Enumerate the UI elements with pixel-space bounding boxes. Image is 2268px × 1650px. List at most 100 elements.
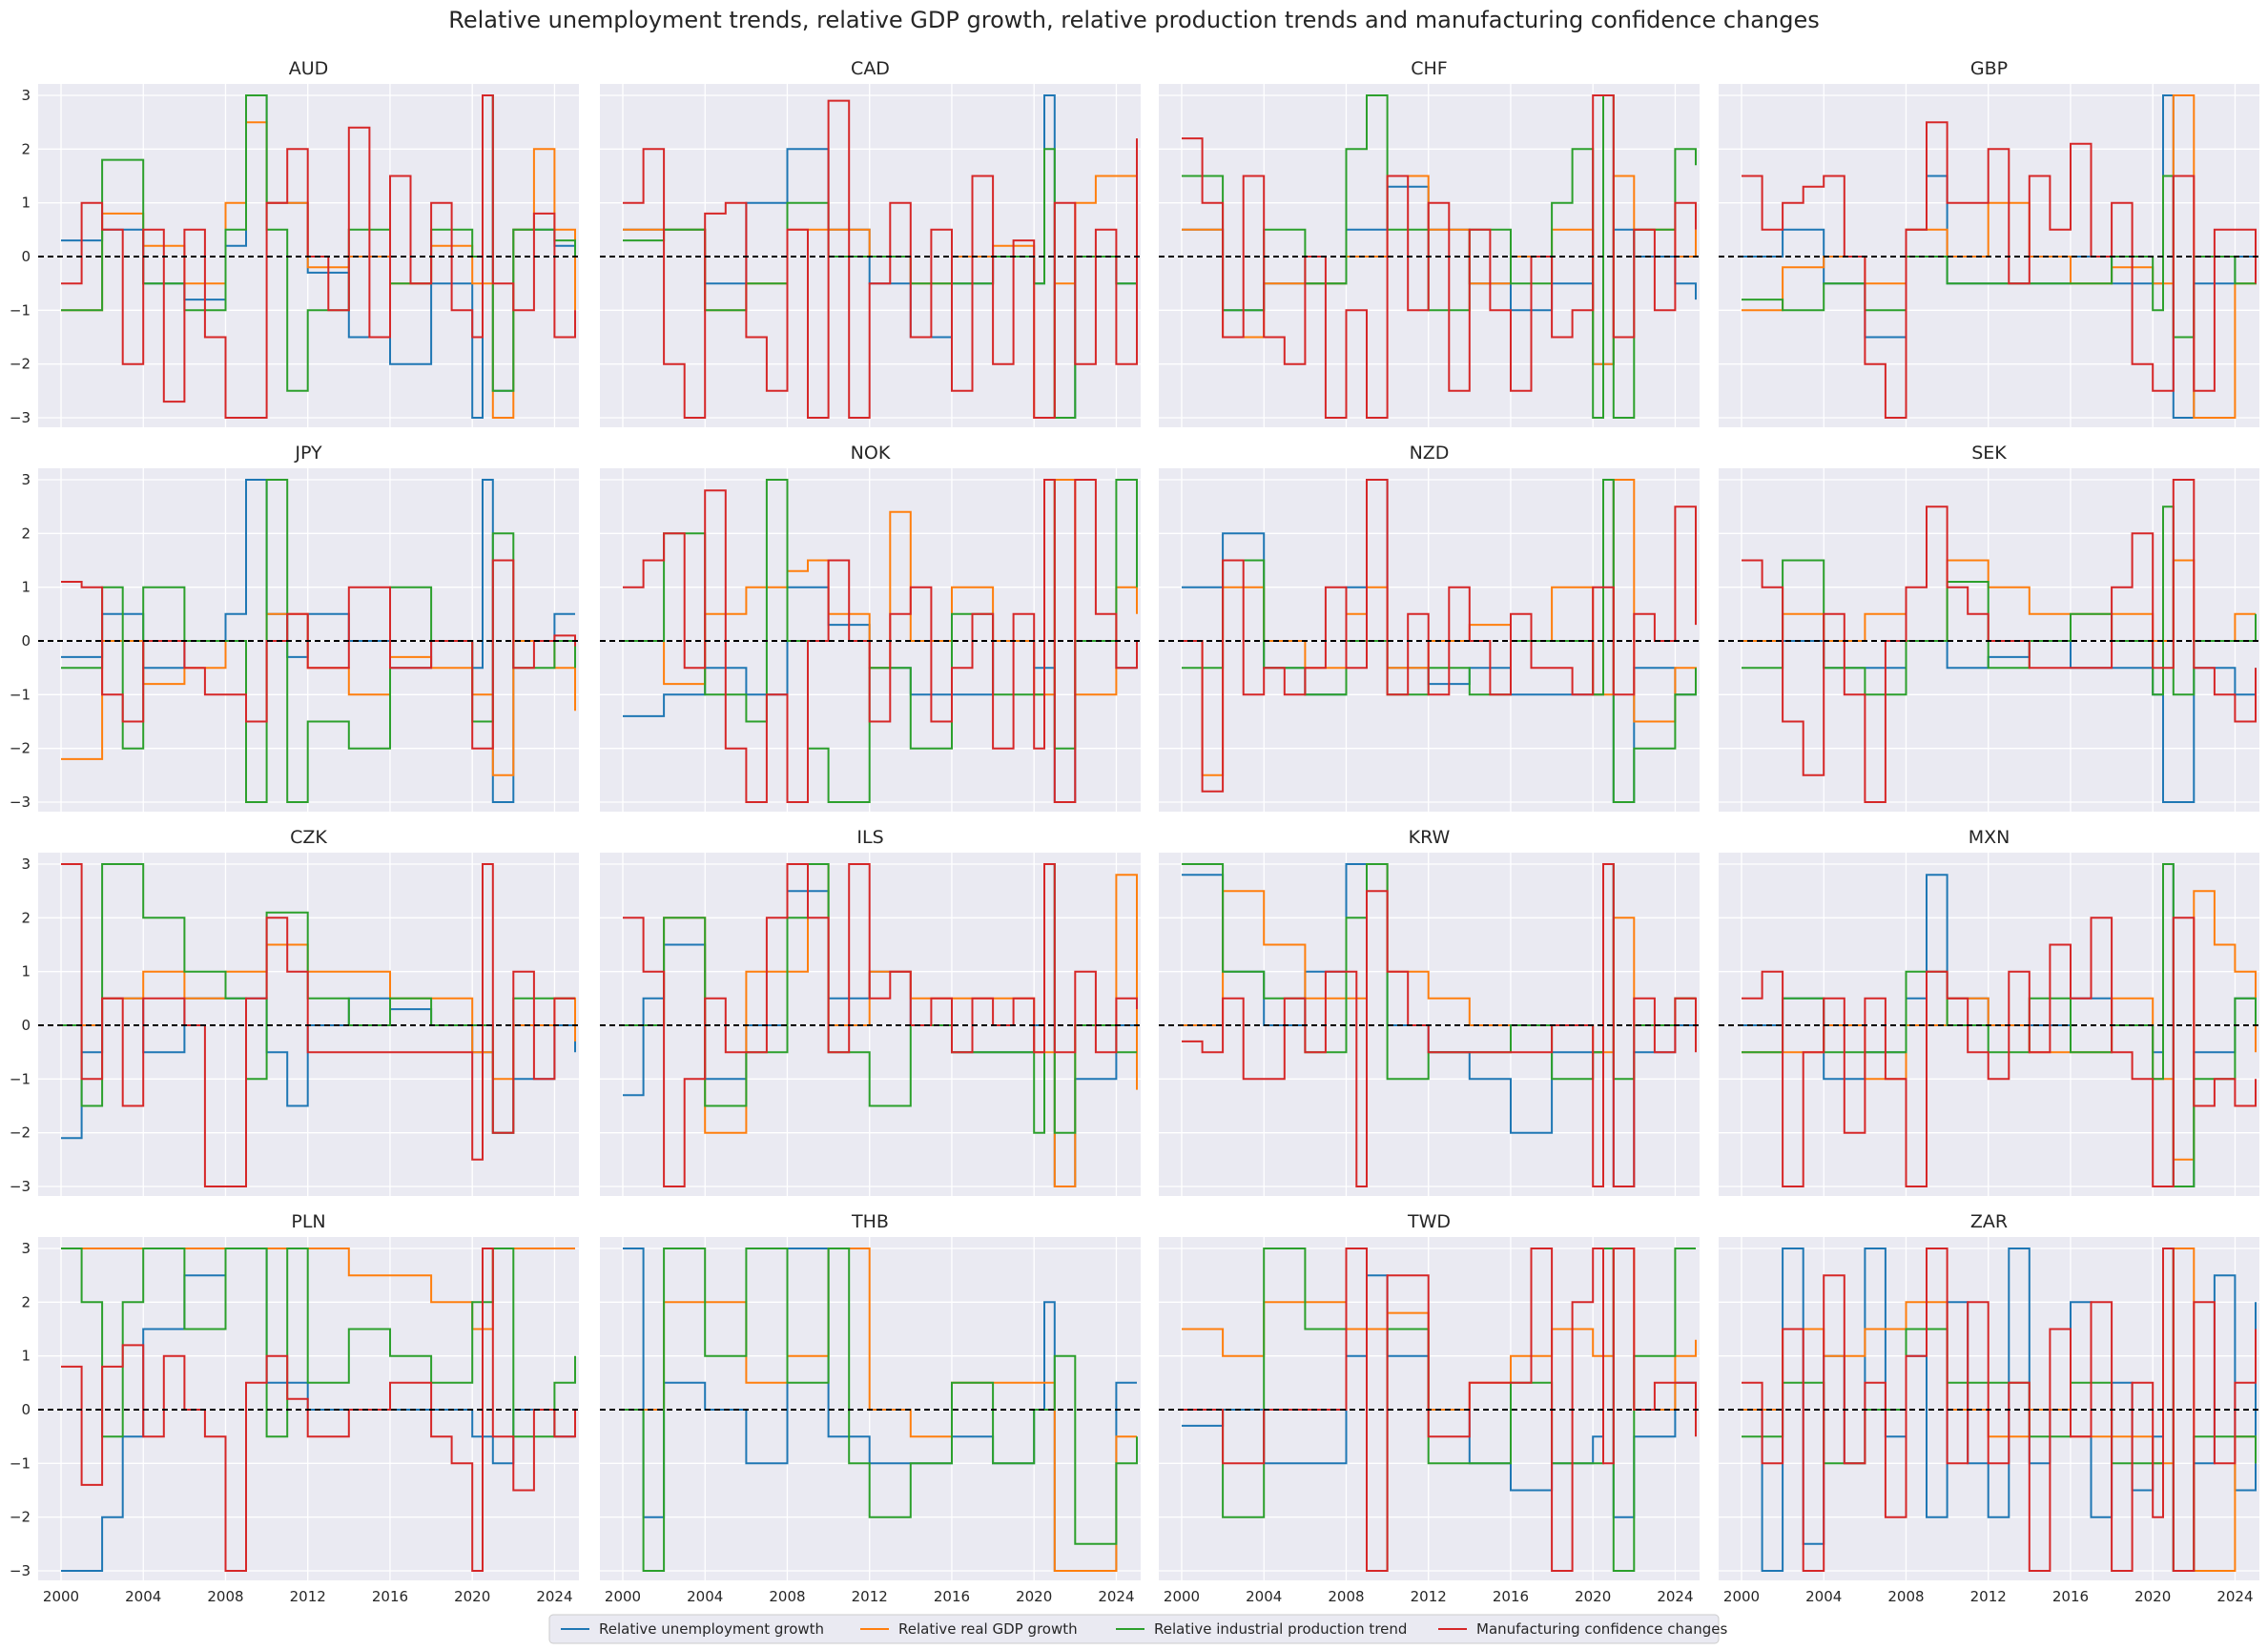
y-tick-label: −2 <box>10 740 31 757</box>
series-line-4 <box>61 94 576 419</box>
series-group <box>61 479 576 803</box>
y-tick-label: 1 <box>21 579 31 596</box>
x-tick-label: 2016 <box>372 1588 408 1605</box>
x-tick-label: 2024 <box>536 1588 572 1605</box>
y-tick-label: −2 <box>10 1509 31 1526</box>
panel-title: NZD <box>1410 443 1450 464</box>
series-line-4 <box>1182 479 1697 793</box>
panel-thb: THB 2000 2004 2008 2012 2016 2020 2024 <box>600 1211 1141 1605</box>
x-tick-label: 2024 <box>1657 1588 1693 1605</box>
series-group <box>1182 1248 1697 1572</box>
series-line-2 <box>1182 863 1696 1054</box>
x-tick-label: 2004 <box>687 1588 723 1605</box>
panel-ils: ILS <box>600 827 1141 1196</box>
series-group <box>1182 863 1697 1187</box>
x-tick-label: 2008 <box>1328 1588 1364 1605</box>
x-tick-label: 2012 <box>1411 1588 1447 1605</box>
panel-cad: CAD <box>600 58 1141 427</box>
panel-jpy: JPY 3 2 1 0 −1 −2 −3 <box>10 443 579 812</box>
series-group <box>623 863 1138 1187</box>
y-tick-label: 0 <box>21 632 31 650</box>
series-group <box>1742 94 2257 419</box>
y-tick-label: −3 <box>10 1562 31 1579</box>
panel-title: CZK <box>290 827 327 848</box>
x-tick-label: 2008 <box>207 1588 243 1605</box>
y-tick-label: −3 <box>10 794 31 811</box>
series-line-4 <box>1182 863 1697 1187</box>
y-tick-label: 3 <box>21 856 31 873</box>
y-tick-label: 3 <box>21 87 31 104</box>
x-tick-label: 2004 <box>1246 1588 1282 1605</box>
panel-nok: NOK <box>600 443 1141 812</box>
series-group <box>1182 94 1697 419</box>
series-line-2 <box>623 479 1138 696</box>
panel-nzd: NZD <box>1159 443 1700 812</box>
series-line-4 <box>1742 121 2257 419</box>
y-tick-label: 0 <box>21 248 31 265</box>
x-tick-label: 2020 <box>454 1588 490 1605</box>
x-tick-label: 2020 <box>1575 1588 1611 1605</box>
y-tick-label: 2 <box>21 909 31 926</box>
legend-label: Relative unemployment growth <box>599 1620 824 1638</box>
y-tick-label: 1 <box>21 195 31 212</box>
y-tick-label: −3 <box>10 1178 31 1195</box>
series-line-4 <box>623 863 1138 1187</box>
panel-title: ZAR <box>1970 1211 2008 1232</box>
x-tick-label: 2012 <box>290 1588 326 1605</box>
x-tick-label: 2016 <box>2052 1588 2089 1605</box>
series-group <box>61 94 576 419</box>
x-tick-label: 2008 <box>769 1588 805 1605</box>
x-tick-label: 2000 <box>1164 1588 1200 1605</box>
series-line-4 <box>623 99 1138 419</box>
panel-title: AUD <box>289 58 329 79</box>
legend-label: Manufacturing confidence changes <box>1476 1620 1727 1638</box>
y-tick-label: −1 <box>10 1070 31 1087</box>
panels-grid: AUD 3 2 1 0 −1 −2 −3 CAD CHF GBP JPY 3 2 1 0 −1 −2 −3 NOK NZ… <box>10 58 2259 1605</box>
series-line-3 <box>1742 863 2257 1187</box>
panel-title: CHF <box>1411 58 1447 79</box>
x-tick-label: 2000 <box>605 1588 641 1605</box>
series-group <box>61 1248 576 1572</box>
y-tick-label: −1 <box>10 686 31 703</box>
panel-title: PLN <box>291 1211 325 1232</box>
legend-label: Relative real GDP growth <box>898 1620 1078 1638</box>
series-group <box>1742 479 2257 803</box>
series-line-4 <box>1742 917 2257 1187</box>
y-tick-label: 2 <box>21 140 31 157</box>
y-tick-label: −2 <box>10 1124 31 1142</box>
x-tick-label: 2012 <box>852 1588 888 1605</box>
panel-czk: CZK 3 2 1 0 −1 −2 −3 <box>10 827 579 1196</box>
series-line-4 <box>1182 94 1697 419</box>
panel-title: CAD <box>851 58 890 79</box>
series-line-4 <box>1742 479 2257 803</box>
panel-sek: SEK <box>1719 443 2259 812</box>
x-tick-label: 2008 <box>1887 1588 1924 1605</box>
x-tick-label: 2000 <box>1723 1588 1760 1605</box>
panel-chf: CHF <box>1159 58 1700 427</box>
y-tick-label: 2 <box>21 1293 31 1310</box>
panel-title: NOK <box>851 443 891 464</box>
panel-title: MXN <box>1969 827 2010 848</box>
x-tick-label: 2020 <box>2134 1588 2171 1605</box>
x-tick-label: 2012 <box>1970 1588 2007 1605</box>
x-tick-label: 2020 <box>1016 1588 1052 1605</box>
x-tick-label: 2016 <box>934 1588 970 1605</box>
y-tick-label: 3 <box>21 471 31 488</box>
legend: Relative unemployment growth Relative rea… <box>548 1614 1727 1644</box>
y-tick-label: −3 <box>10 409 31 426</box>
y-tick-label: 2 <box>21 525 31 542</box>
y-tick-label: −1 <box>10 1454 31 1472</box>
panel-gbp: GBP <box>1719 58 2259 427</box>
legend-label: Relative industrial production trend <box>1154 1620 1407 1638</box>
x-tick-label: 2004 <box>1805 1588 1842 1605</box>
y-tick-label: 3 <box>21 1240 31 1257</box>
panel-title: THB <box>851 1211 889 1232</box>
y-tick-label: 1 <box>21 963 31 980</box>
y-tick-label: −1 <box>10 301 31 319</box>
series-line-4 <box>61 1248 576 1572</box>
series-line-1 <box>623 1248 1137 1572</box>
y-tick-label: 1 <box>21 1348 31 1365</box>
series-line-3 <box>623 863 1137 1134</box>
panel-title: KRW <box>1409 827 1451 848</box>
